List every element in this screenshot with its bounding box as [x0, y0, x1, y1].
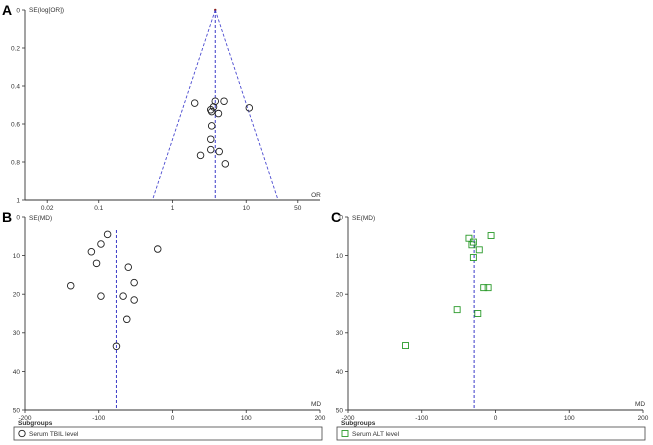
panel-a-y-tick-label: 0.8 — [11, 159, 20, 166]
panel-b-y-tick-label: 30 — [13, 330, 21, 337]
panel-c-y-tick-label: 10 — [336, 253, 344, 260]
panel-c-x-tick-label: 200 — [638, 415, 649, 422]
panel-b-y-tick-label: 40 — [13, 369, 21, 376]
panel-c-x-tick-label: 0 — [494, 415, 498, 422]
panel-a-study-point — [207, 107, 216, 116]
panel-a-study-point — [206, 145, 215, 154]
panel-a-y-tick-label: 0.6 — [11, 121, 20, 128]
panel-c-x-tick-label: -100 — [415, 415, 428, 422]
panel-b-x-tick-label: -100 — [92, 415, 105, 422]
panel-a-x-tick-label: 10 — [243, 205, 251, 212]
panel-a: A 0 0.2 0.4 0.6 0.8 1 0.02 0.1 1 10 50 SE(log[OR])… — [2, 2, 321, 212]
panel-c-legend-marker — [341, 430, 349, 437]
panel-b-study-point — [103, 230, 112, 239]
panel-a-y-axis-label: SE(log[OR]) — [29, 7, 64, 14]
panel-a-y-tick-label: 0.2 — [11, 45, 20, 52]
panel-a-y-tick-label: 0.4 — [11, 83, 20, 90]
panel-a-study-point — [214, 109, 223, 118]
panel-b-study-point — [66, 281, 75, 290]
panel-a-x-tick-label: 1 — [171, 205, 175, 212]
panel-c-legend: Subgroups Serum ALT level — [336, 420, 646, 441]
panel-b-x-tick-label: 200 — [315, 415, 326, 422]
panel-b-legend-marker — [18, 429, 26, 438]
panel-b-y-tick-label: 20 — [13, 292, 21, 299]
panel-a-study-point — [207, 122, 216, 130]
panel-c-y-tick-label: 30 — [336, 330, 344, 337]
panel-a-x-tick-label: 0.1 — [94, 205, 103, 212]
panel-c-y-tick-label: 0 — [339, 214, 343, 221]
panel-b-study-point — [97, 240, 105, 248]
panel-a-x-tick-label: 50 — [294, 205, 302, 212]
panel-a-funnel-right — [214, 9, 279, 201]
panel-c-y-axis-label: SE(MD) — [352, 215, 375, 222]
panel-c-study-point — [475, 246, 483, 254]
panel-b-legend-box — [13, 426, 323, 441]
panel-c-legend-box — [336, 426, 646, 441]
panel-b-letter: B — [2, 209, 12, 225]
panel-a-study-point — [220, 97, 228, 105]
panel-c-y-tick-label: 50 — [336, 407, 344, 414]
panel-c-study-point — [474, 310, 482, 317]
panel-c-axes: 0 10 20 30 40 50-200 -100 0 100 200 — [336, 214, 649, 422]
panel-c-study-point — [465, 234, 473, 242]
panel-c-study-point — [469, 254, 477, 261]
panel-b-study-point — [124, 263, 132, 271]
panel-c-study-point — [402, 342, 409, 349]
panel-a-y-tick-label: 1 — [16, 197, 20, 204]
panel-b-axes: 0 10 20 30 40 50-200 -100 0 100 200 — [13, 214, 326, 422]
panel-b: B 0 10 20 30 40 50-200 -100 0 100 200 SE(MD) MD S… — [2, 209, 326, 441]
panel-a-study-point — [245, 104, 254, 112]
panel-b-study-point — [119, 292, 127, 300]
panel-a-x-axis-label: OR — [311, 192, 321, 199]
panel-a-letter: A — [2, 2, 12, 18]
panel-a-study-point — [211, 97, 220, 105]
panel-b-x-tick-label: -200 — [18, 415, 31, 422]
panel-b-y-axis-label: SE(MD) — [29, 215, 52, 222]
panel-a-study-point — [206, 135, 215, 143]
panel-a-x-tick-label: 0.02 — [41, 205, 54, 212]
panel-a-axes: 0 0.2 0.4 0.6 0.8 1 0.02 0.1 1 10 50 — [11, 7, 320, 212]
panel-b-y-tick-label: 10 — [13, 253, 21, 260]
panel-b-legend-label: Serum TBIL level — [29, 431, 79, 438]
panel-c-study-point — [480, 284, 488, 292]
panel-c-study-point — [484, 284, 492, 292]
panel-b-x-tick-label: 0 — [171, 415, 175, 422]
panel-c-y-tick-label: 20 — [336, 292, 344, 299]
panel-c-study-point — [468, 241, 476, 249]
panel-c-x-axis-label: MD — [635, 401, 645, 408]
panel-b-study-point — [153, 245, 162, 253]
panel-b-study-point — [123, 315, 131, 324]
panel-b-legend: Subgroups Serum TBIL level — [13, 420, 323, 441]
panel-c-letter: C — [331, 209, 341, 225]
panel-b-study-point — [130, 278, 138, 287]
panel-b-study-point — [112, 342, 121, 351]
panel-c-x-tick-label: 100 — [564, 415, 575, 422]
panel-c-study-point — [453, 306, 461, 314]
panel-b-legend-title: Subgroups — [18, 420, 53, 427]
panel-c-x-tick-label: -200 — [341, 415, 354, 422]
panel-b-x-axis-label: MD — [311, 401, 321, 408]
panel-b-study-point — [87, 247, 96, 256]
panel-b-study-point — [97, 292, 105, 300]
panel-b-y-tick-label: 0 — [16, 214, 20, 221]
panel-b-study-point — [92, 259, 101, 268]
panel-a-study-point — [221, 160, 230, 168]
panel-c-y-tick-label: 40 — [336, 369, 344, 376]
panel-a-study-point — [196, 151, 205, 160]
panel-c-legend-label: Serum ALT level — [352, 431, 400, 438]
panel-b-study-point — [130, 296, 138, 304]
panel-a-study-point — [190, 99, 199, 107]
panel-c: C 0 10 20 30 40 50-200 -100 0 100 200 SE(MD) MD S… — [331, 209, 649, 441]
panel-a-y-tick-label: 0 — [16, 7, 20, 14]
panel-b-x-tick-label: 100 — [241, 415, 252, 422]
panel-c-study-point — [487, 232, 495, 239]
panel-b-y-tick-label: 50 — [13, 407, 21, 414]
panel-a-study-point — [215, 147, 223, 156]
panel-c-legend-title: Subgroups — [341, 420, 376, 427]
panel-a-funnel-left — [152, 9, 216, 201]
